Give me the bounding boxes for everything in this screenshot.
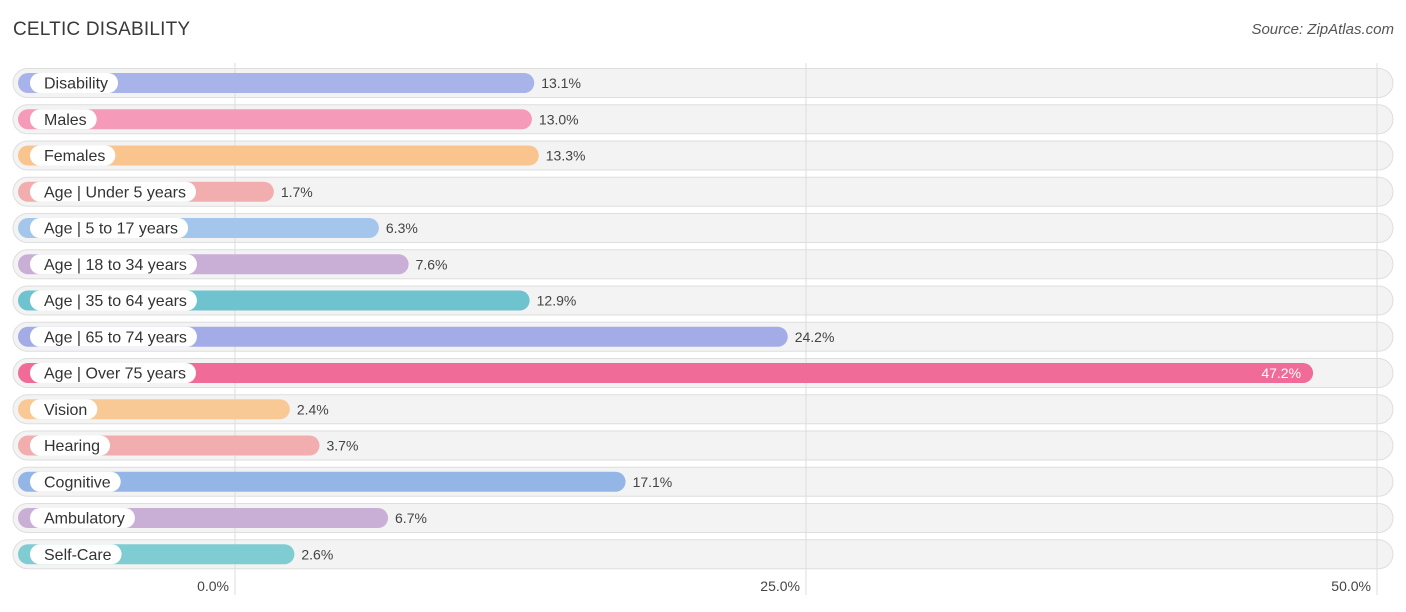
row-background <box>12 539 1394 570</box>
category-pill <box>30 254 197 275</box>
x-tick-label: 25.0% <box>760 578 800 594</box>
category-pill <box>30 471 121 492</box>
x-axis-ticks: 0.0% 25.0% 50.0% <box>197 578 1371 594</box>
value-label: 1.7% <box>281 184 313 200</box>
bar <box>18 471 626 492</box>
category-pill <box>30 544 122 565</box>
category-label: Age | 65 to 74 years <box>44 329 187 346</box>
category-pill <box>30 145 116 166</box>
row-background <box>12 394 1394 425</box>
category-label: Age | 5 to 17 years <box>44 221 178 238</box>
value-label: 2.6% <box>301 546 333 562</box>
category-label: Age | Under 5 years <box>44 184 186 201</box>
bar <box>18 326 788 347</box>
value-label: 17.1% <box>633 474 673 490</box>
chart-title: CELTIC DISABILITY <box>13 19 191 40</box>
row-background <box>12 176 1394 207</box>
value-label: 6.7% <box>395 510 427 526</box>
row-backgrounds <box>12 68 1394 570</box>
category-label: Hearing <box>44 438 100 455</box>
value-label: 7.6% <box>416 256 448 272</box>
category-label: Vision <box>44 402 87 419</box>
category-label: Age | 35 to 64 years <box>44 293 187 310</box>
value-label: 2.4% <box>297 401 329 417</box>
category-label: Males <box>44 112 87 129</box>
category-pill <box>30 508 135 528</box>
source-attribution: Source: ZipAtlas.com <box>1251 21 1394 38</box>
bar <box>18 363 1314 383</box>
x-tick-label: 50.0% <box>1331 578 1371 594</box>
category-pill <box>30 363 196 383</box>
category-pill <box>30 326 197 347</box>
category-pill <box>30 181 197 202</box>
value-label: 6.3% <box>386 220 418 236</box>
category-label: Cognitive <box>44 474 111 491</box>
category-pill <box>30 435 111 456</box>
category-label: Age | 18 to 34 years <box>44 257 187 274</box>
value-label: 13.0% <box>539 111 579 127</box>
value-label: 24.2% <box>795 329 835 345</box>
value-label: 13.1% <box>541 75 581 91</box>
value-label: 13.3% <box>546 148 586 164</box>
category-pill <box>30 218 189 238</box>
category-pill <box>30 73 119 93</box>
bar <box>18 145 539 166</box>
category-label: Self-Care <box>44 547 112 564</box>
row-background <box>12 430 1394 461</box>
category-pill <box>30 109 97 130</box>
value-label: 12.9% <box>537 293 577 309</box>
category-pill <box>30 399 98 420</box>
category-label: Females <box>44 148 105 165</box>
value-label: 3.7% <box>327 438 359 454</box>
category-label: Age | Over 75 years <box>44 366 186 383</box>
value-label: 47.2% <box>1261 365 1301 381</box>
category-label: Disability <box>44 76 108 93</box>
x-tick-label: 0.0% <box>197 578 229 594</box>
bar <box>18 73 535 93</box>
bars: Disability 13.1% Males 13.0% Females 13.3% Age… <box>18 73 1314 565</box>
category-pill <box>30 290 197 311</box>
bar <box>18 109 532 130</box>
category-label: Ambulatory <box>44 511 125 528</box>
